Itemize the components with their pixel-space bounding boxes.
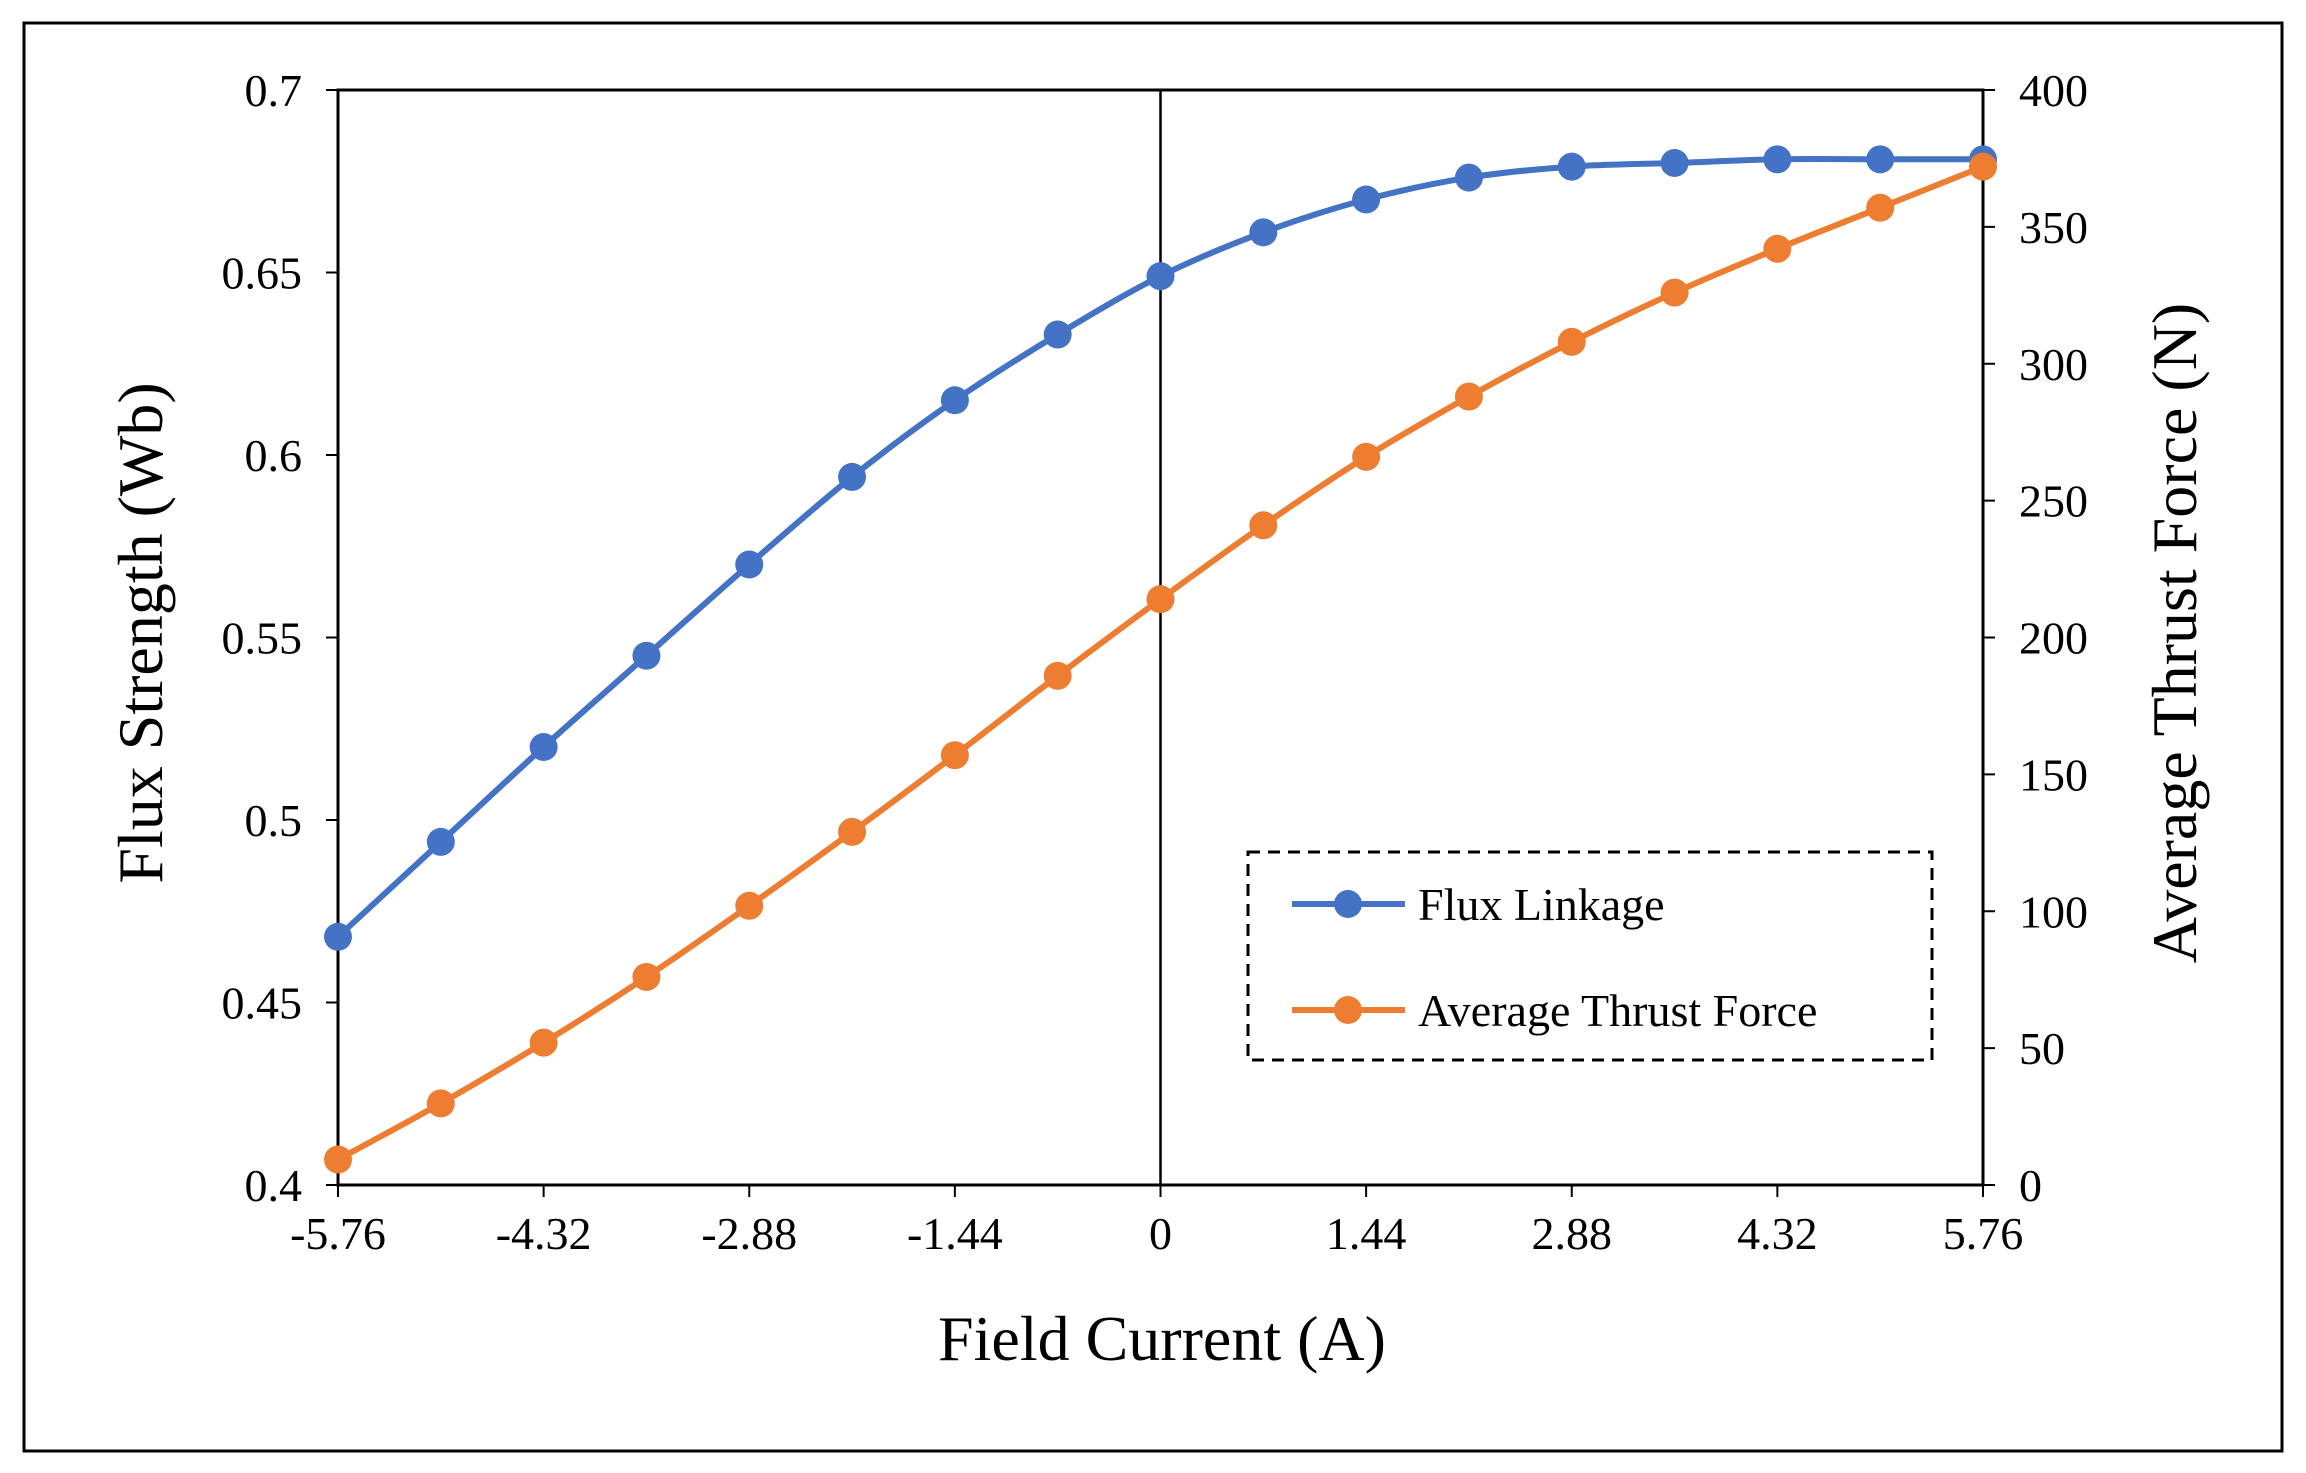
x-tick-label-2-88: 2.88	[1532, 1208, 1613, 1259]
y-right-tick-label-400: 400	[2019, 65, 2088, 116]
y-right-tick-label-150: 150	[2019, 749, 2088, 800]
y-left-tick-label-0-5: 0.5	[245, 795, 303, 846]
series-point-average-thrust-force-7	[1043, 661, 1072, 690]
x-tick-label-5-76: 5.76	[1943, 1208, 2024, 1259]
series-point-flux-linkage-4	[735, 550, 764, 579]
outer-frame	[22, 21, 2284, 1453]
series-point-flux-linkage-13	[1660, 149, 1689, 177]
series-point-flux-linkage-12	[1557, 152, 1586, 181]
series-point-flux-linkage-10	[1352, 185, 1381, 214]
y-right-tick-label-50: 50	[2019, 1023, 2065, 1074]
y-left-tick-label-0-7: 0.7	[245, 65, 303, 116]
y-right-tick-label-0: 0	[2019, 1160, 2042, 1211]
series-point-flux-linkage-1	[426, 827, 455, 856]
legend-label-average-thrust-force: Average Thrust Force	[1418, 985, 1817, 1036]
series-point-average-thrust-force-8	[1146, 585, 1175, 614]
series-point-average-thrust-force-15	[1866, 193, 1895, 222]
series-point-flux-linkage-5	[838, 462, 867, 491]
y-left-ticks: 0.4 0.45 0.5 0.55 0.6 0.65 0.7	[222, 65, 338, 1211]
x-tick-label-2-88: -2.88	[701, 1208, 797, 1259]
series-point-flux-linkage-9	[1249, 218, 1278, 247]
series-point-flux-linkage-14	[1763, 145, 1792, 174]
x-tick-label-0: 0	[1149, 1208, 1172, 1259]
y-left-tick-label-0-45: 0.45	[222, 978, 303, 1029]
x-axis-title: Field Current (A)	[938, 1303, 1386, 1374]
series-point-average-thrust-force-2	[529, 1028, 558, 1057]
y-right-ticks: 0 50 100 150 200 250 300 350 400	[1983, 65, 2088, 1211]
series-point-average-thrust-force-4	[735, 891, 764, 920]
series-point-average-thrust-force-11	[1454, 382, 1483, 411]
series-point-average-thrust-force-14	[1763, 234, 1792, 263]
legend-marker-average-thrust-force	[1334, 996, 1362, 1024]
series-layer	[324, 145, 1997, 1174]
series-point-average-thrust-force-16	[1969, 152, 1997, 181]
legend-box	[1246, 850, 1934, 1062]
y-right-tick-label-200: 200	[2019, 613, 2088, 664]
series-point-average-thrust-force-10	[1352, 442, 1381, 471]
y-right-tick-label-350: 350	[2019, 202, 2088, 253]
x-tick-label-4-32: 4.32	[1737, 1208, 1818, 1259]
x-tick-label-1-44: -1.44	[907, 1208, 1003, 1259]
series-point-flux-linkage-2	[529, 733, 558, 761]
x-tick-label-1-44: 1.44	[1326, 1208, 1407, 1259]
series-point-average-thrust-force-13	[1660, 278, 1689, 307]
series-point-average-thrust-force-12	[1557, 327, 1586, 356]
y-left-tick-label-0-6: 0.6	[245, 430, 303, 481]
series-point-average-thrust-force-6	[940, 741, 969, 770]
series-point-average-thrust-force-3	[632, 962, 661, 991]
y-left-tick-label-0-65: 0.65	[222, 248, 303, 299]
y-right-axis-title: Average Thrust Force (N)	[2139, 303, 2210, 964]
series-point-average-thrust-force-5	[838, 817, 867, 846]
series-point-flux-linkage-11	[1454, 163, 1483, 192]
legend-marker-flux-linkage	[1334, 890, 1362, 918]
series-line-flux-linkage	[335, 156, 1986, 940]
x-ticks: -5.76 -4.32 -2.88 -1.44 0 1.44 2.88 4.32 5.76	[290, 1185, 2023, 1259]
series-point-flux-linkage-0	[324, 922, 352, 951]
y-left-tick-label-0-55: 0.55	[222, 613, 303, 664]
y-left-axis-title: Flux Strength (Wb)	[105, 382, 176, 883]
x-tick-label-4-32: -4.32	[496, 1208, 592, 1259]
y-right-tick-label-250: 250	[2019, 476, 2088, 527]
series-point-flux-linkage-7	[1043, 320, 1072, 349]
y-right-tick-label-300: 300	[2019, 339, 2088, 390]
x-tick-label-5-76: -5.76	[290, 1208, 386, 1259]
series-point-flux-linkage-8	[1146, 262, 1175, 291]
series-point-average-thrust-force-1	[426, 1089, 455, 1118]
legend-label-flux-linkage: Flux Linkage	[1418, 879, 1665, 930]
series-point-average-thrust-force-0	[324, 1145, 352, 1174]
y-left-tick-label-0-4: 0.4	[245, 1160, 303, 1211]
series-point-flux-linkage-6	[940, 386, 969, 415]
series-point-flux-linkage-3	[632, 641, 661, 670]
y-right-tick-label-100: 100	[2019, 886, 2088, 937]
series-point-average-thrust-force-9	[1249, 511, 1278, 540]
series-point-flux-linkage-15	[1866, 145, 1895, 174]
legend: Flux Linkage Average Thrust Force	[1246, 850, 1934, 1062]
